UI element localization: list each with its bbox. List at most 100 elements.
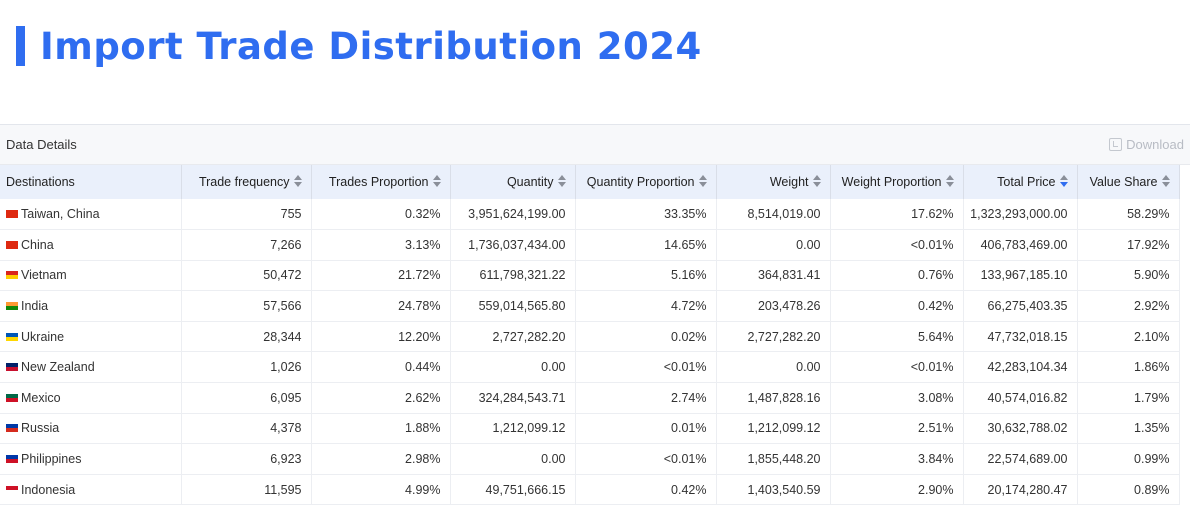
page-header: Import Trade Distribution 2024 <box>16 22 702 70</box>
trades-proportion-cell: 0.44% <box>311 351 451 383</box>
sort-icon[interactable] <box>293 175 302 187</box>
destination-name: Russia <box>21 421 60 436</box>
quantity-cell: 1,736,037,434.00 <box>450 229 576 261</box>
sort-icon[interactable] <box>812 175 821 187</box>
quantity-proportion-cell: <0.01% <box>575 351 717 383</box>
trades-proportion-cell: 4.99% <box>311 474 451 505</box>
quantity-proportion-cell: 5.16% <box>575 260 717 291</box>
total-price-cell: 1,323,293,000.00 <box>963 199 1078 230</box>
total-price-cell: 66,275,403.35 <box>963 290 1078 322</box>
destination-name: Ukraine <box>21 329 65 344</box>
column-header-total-price[interactable]: Total Price <box>963 165 1078 199</box>
panel-header: Data Details Download <box>0 125 1190 165</box>
trades-proportion-cell: 12.20% <box>311 321 451 352</box>
title-accent-bar <box>16 26 25 66</box>
destination-cell: New Zealand <box>0 351 182 383</box>
value-share-cell: 0.89% <box>1077 474 1180 505</box>
weight-proportion-cell: 17.62% <box>830 199 964 230</box>
weight-cell: 1,487,828.16 <box>716 382 831 414</box>
destination-name: Indonesia <box>21 482 76 497</box>
weight-proportion-cell: 2.51% <box>830 413 964 444</box>
quantity-cell: 49,751,666.15 <box>450 474 576 505</box>
weight-proportion-cell: 2.90% <box>830 474 964 505</box>
weight-proportion-cell: 5.64% <box>830 321 964 352</box>
page-title: Import Trade Distribution 2024 <box>40 24 702 68</box>
sort-icon[interactable] <box>698 175 707 187</box>
trade-frequency-cell: 1,026 <box>181 351 312 383</box>
weight-proportion-cell: 0.76% <box>830 260 964 291</box>
trades-proportion-cell: 21.72% <box>311 260 451 291</box>
quantity-proportion-cell: 33.35% <box>575 199 717 230</box>
table-row: New Zealand 1,026 0.44% 0.00 <0.01% 0.00 <0.01… <box>0 351 1180 383</box>
flag-vietnam-icon <box>6 271 18 280</box>
destination-cell: Taiwan, China <box>0 199 182 230</box>
quantity-proportion-cell: 0.42% <box>575 474 717 505</box>
table-row: India 57,566 24.78% 559,014,565.80 4.72% 203,… <box>0 290 1180 322</box>
download-label: Download <box>1126 137 1184 152</box>
destination-cell: Russia <box>0 413 182 444</box>
column-header-trades-proportion[interactable]: Trades Proportion <box>311 165 451 199</box>
column-header-trade-frequency[interactable]: Trade frequency <box>181 165 312 199</box>
value-share-cell: 1.79% <box>1077 382 1180 414</box>
column-header-value-share[interactable]: Value Share <box>1077 165 1180 199</box>
quantity-proportion-cell: 0.02% <box>575 321 717 352</box>
destination-name: Taiwan, China <box>21 207 100 222</box>
value-share-cell: 5.90% <box>1077 260 1180 291</box>
trade-frequency-cell: 6,923 <box>181 443 312 475</box>
data-table: Destinations Trade frequency Trades Prop… <box>0 165 1180 505</box>
column-header-quantity-proportion[interactable]: Quantity Proportion <box>575 165 717 199</box>
trade-frequency-cell: 7,266 <box>181 229 312 261</box>
weight-proportion-cell: <0.01% <box>830 351 964 383</box>
weight-cell: 364,831.41 <box>716 260 831 291</box>
value-share-cell: 17.92% <box>1077 229 1180 261</box>
sort-icon[interactable] <box>432 175 441 187</box>
total-price-cell: 42,283,104.34 <box>963 351 1078 383</box>
destination-cell: Mexico <box>0 382 182 414</box>
total-price-cell: 20,174,280.47 <box>963 474 1078 505</box>
table-row: Russia 4,378 1.88% 1,212,099.12 0.01% 1,212,0… <box>0 413 1180 444</box>
download-icon <box>1109 138 1123 151</box>
quantity-proportion-cell: 4.72% <box>575 290 717 322</box>
column-header-destinations: Destinations <box>0 165 182 199</box>
destination-cell: Vietnam <box>0 260 182 291</box>
flag-indonesia-icon <box>6 485 18 494</box>
table-row: Ukraine 28,344 12.20% 2,727,282.20 0.02% 2,72… <box>0 321 1180 352</box>
trades-proportion-cell: 24.78% <box>311 290 451 322</box>
trade-frequency-cell: 11,595 <box>181 474 312 505</box>
flag-russia-icon <box>6 424 18 433</box>
quantity-cell: 0.00 <box>450 443 576 475</box>
destination-name: Vietnam <box>21 268 67 283</box>
value-share-cell: 2.10% <box>1077 321 1180 352</box>
download-button[interactable]: Download <box>1109 137 1184 152</box>
value-share-cell: 0.99% <box>1077 443 1180 475</box>
weight-cell: 1,403,540.59 <box>716 474 831 505</box>
trades-proportion-cell: 3.13% <box>311 229 451 261</box>
sort-icon[interactable] <box>557 175 566 187</box>
trade-frequency-cell: 6,095 <box>181 382 312 414</box>
destination-cell: India <box>0 290 182 322</box>
value-share-cell: 58.29% <box>1077 199 1180 230</box>
column-header-weight[interactable]: Weight <box>716 165 831 199</box>
destination-name: Mexico <box>21 390 61 405</box>
weight-cell: 203,478.26 <box>716 290 831 322</box>
weight-proportion-cell: 0.42% <box>830 290 964 322</box>
table-row: Taiwan, China 755 0.32% 3,951,624,199.00 33.… <box>0 199 1180 230</box>
destination-name: China <box>21 237 54 252</box>
flag-india-icon <box>6 302 18 311</box>
trades-proportion-cell: 2.98% <box>311 443 451 475</box>
table-body: Taiwan, China 755 0.32% 3,951,624,199.00 33.… <box>0 199 1180 505</box>
column-header-weight-proportion[interactable]: Weight Proportion <box>830 165 964 199</box>
trade-frequency-cell: 50,472 <box>181 260 312 291</box>
sort-icon[interactable] <box>945 175 954 187</box>
trade-frequency-cell: 28,344 <box>181 321 312 352</box>
column-header-quantity[interactable]: Quantity <box>450 165 576 199</box>
total-price-cell: 47,732,018.15 <box>963 321 1078 352</box>
sort-descending-icon[interactable] <box>1059 175 1068 187</box>
total-price-cell: 40,574,016.82 <box>963 382 1078 414</box>
weight-proportion-cell: 3.84% <box>830 443 964 475</box>
quantity-cell: 324,284,543.71 <box>450 382 576 414</box>
sort-icon[interactable] <box>1161 175 1170 187</box>
weight-cell: 0.00 <box>716 229 831 261</box>
flag-mexico-icon <box>6 393 18 402</box>
panel-title: Data Details <box>6 137 77 152</box>
